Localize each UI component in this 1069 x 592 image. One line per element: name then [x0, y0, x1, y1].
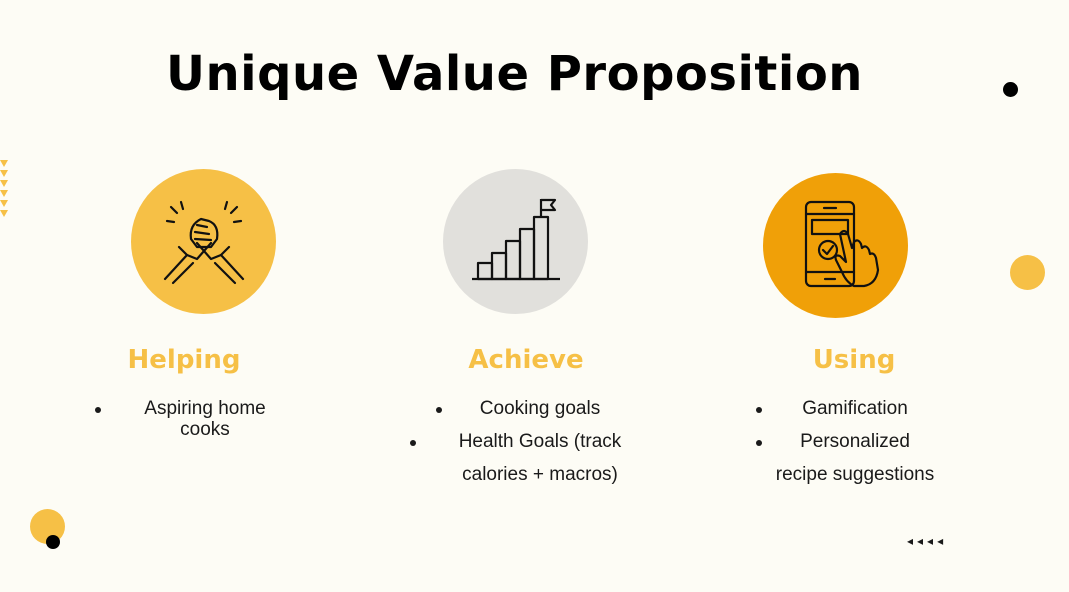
bullet-dot: [756, 439, 762, 446]
bullet-text: Cooking goals: [479, 398, 601, 419]
bullet-dot: [410, 439, 416, 446]
list-item: Personalized: [740, 431, 970, 454]
bullet-dot: [756, 407, 762, 413]
bullet-text: Aspiring home: [144, 398, 266, 419]
achieve-bullet-list: Cooking goals Health Goals (track calori…: [400, 398, 680, 486]
decor-dot-yellow-right: [1010, 255, 1045, 290]
bullet-text: Health Goals (track: [458, 430, 622, 452]
list-item: Cooking goals: [400, 398, 680, 421]
bullet-text: cooks: [180, 418, 230, 440]
list-item-continuation: recipe suggestions: [740, 464, 970, 487]
using-heading: Using: [812, 345, 896, 375]
list-item: Gamification: [740, 398, 970, 421]
bullet-text: recipe suggestions: [775, 463, 935, 485]
slide-title: Unique Value Proposition: [166, 46, 863, 102]
achieve-heading: Achieve: [468, 345, 584, 375]
using-bullet-list: Gamification Personalized recipe suggest…: [740, 398, 970, 486]
decor-dot-black-bottom-left: [46, 535, 60, 549]
decor-dot-black-top-right: [1003, 82, 1018, 97]
handshake-icon: [163, 200, 244, 284]
using-icon-circle: [763, 173, 908, 318]
decor-arrows-bottom-right: ◂◂◂◂: [907, 534, 948, 548]
achieve-icon-circle: [443, 169, 588, 314]
decor-triangles-left: [0, 160, 8, 220]
bullet-text: calories + macros): [462, 463, 618, 485]
list-item-continuation: cooks: [90, 419, 320, 442]
list-item-continuation: calories + macros): [400, 464, 680, 487]
bullet-text: Gamification: [802, 398, 908, 419]
helping-icon-circle: [131, 169, 276, 314]
list-item: Health Goals (track: [400, 431, 680, 454]
phone-tap-icon: [804, 200, 879, 287]
bullet-text: Personalized: [800, 430, 910, 452]
helping-heading: Helping: [127, 345, 241, 375]
bullet-dot: [95, 407, 101, 413]
helping-bullet-list: Aspiring home cooks: [90, 398, 320, 442]
growth-chart-flag-icon: [471, 198, 560, 280]
list-item: Aspiring home: [90, 398, 320, 421]
bullet-dot: [436, 407, 442, 413]
